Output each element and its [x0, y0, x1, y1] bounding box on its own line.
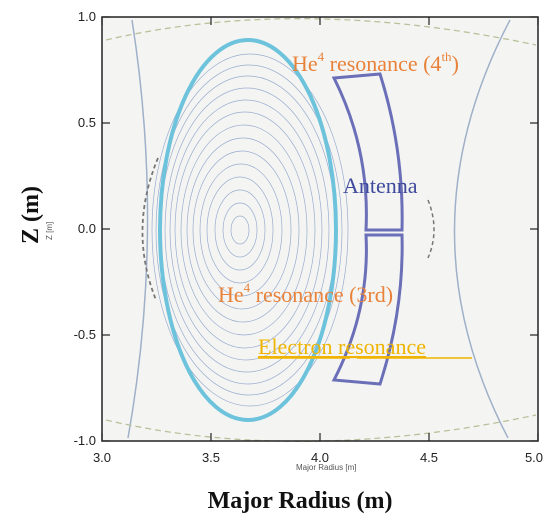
y-axis-small-label: Z [m]: [45, 222, 54, 240]
right-dashed-curve: [427, 199, 435, 259]
x-tick-label: 3.0: [93, 450, 111, 465]
antenna-lower-box: [331, 233, 404, 386]
right-wall-curve: [453, 19, 511, 439]
x-axis-title: Major Radius (m): [208, 488, 393, 514]
x-tick-label: 3.5: [202, 450, 220, 465]
x-tick-label: 5.0: [525, 450, 543, 465]
lower-dashed-boundary: [105, 414, 537, 442]
he4-4th-resonance-label: He4 resonance (4th): [292, 49, 459, 76]
he4-3rd-resonance-label: He4 resonance (3rd): [218, 280, 393, 307]
y-tick-label: 0.0: [78, 221, 96, 236]
antenna-upper-box: [331, 72, 404, 232]
y-tick-label: -1.0: [74, 433, 96, 448]
y-axis: [102, 16, 538, 442]
electron-resonance-label: Electron resonance: [258, 334, 426, 359]
y-tick-label: 1.0: [78, 9, 96, 24]
left-dashed-curve: [141, 157, 159, 301]
x-tick-label: 4.5: [420, 450, 438, 465]
plot-background: [102, 17, 538, 441]
y-tick-label: -0.5: [74, 327, 96, 342]
y-axis-title: Z (m): [18, 186, 44, 244]
left-wall-curve: [127, 19, 149, 439]
y-tick-label: 0.5: [78, 115, 96, 130]
plasma-separatrix: [158, 38, 338, 422]
antenna-label: Antenna: [343, 173, 418, 198]
x-axis: [101, 17, 539, 441]
flux-contours: [151, 53, 349, 407]
upper-dashed-boundary: [105, 18, 537, 46]
x-axis-small-label: Major Radius [m]: [296, 463, 356, 472]
x-tick-label: 4.0: [311, 450, 329, 465]
